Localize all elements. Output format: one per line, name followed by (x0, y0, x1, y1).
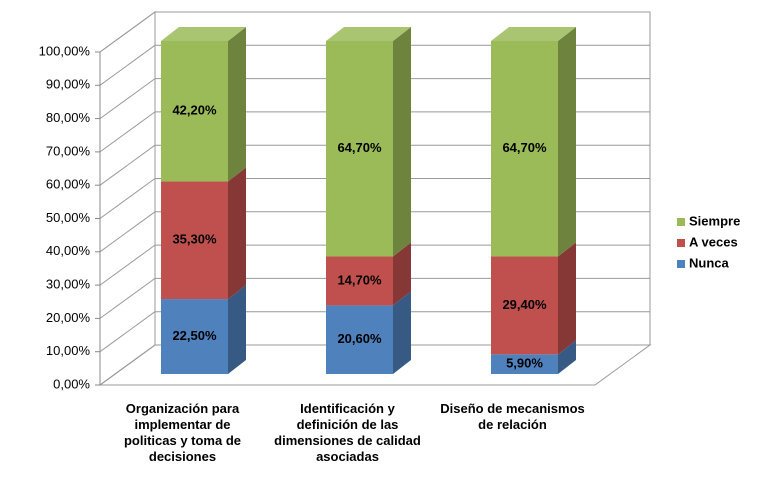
legend-label: A veces (689, 234, 738, 249)
bar-side (228, 27, 246, 182)
bar (326, 305, 393, 374)
data-label: 22,50% (172, 328, 217, 343)
grid-line (99, 344, 156, 386)
bar-side (393, 291, 411, 374)
grid-line (99, 111, 156, 153)
y-tick-label: 90,00% (46, 77, 91, 92)
data-label: 64,70% (502, 140, 547, 155)
bar (161, 181, 228, 300)
bar-side (393, 27, 411, 257)
y-tick-label: 50,00% (46, 210, 91, 225)
bar-side (393, 242, 411, 306)
data-label: 20,60% (337, 331, 382, 346)
y-tick-label: 30,00% (46, 277, 91, 292)
legend-swatch (677, 218, 685, 226)
bar-top (326, 27, 411, 41)
legend-label: Nunca (689, 255, 730, 270)
bar-top (491, 27, 576, 41)
y-tick-label: 80,00% (46, 110, 91, 125)
grid-line (99, 144, 156, 186)
x-tick-label: Organización para implementar de politic… (123, 401, 242, 464)
bar (491, 41, 558, 257)
legend-swatch (677, 239, 685, 247)
bar (161, 41, 228, 182)
y-tick-label: 60,00% (46, 177, 91, 192)
data-label: 35,30% (172, 232, 217, 247)
y-tick-label: 40,00% (46, 243, 91, 258)
legend-swatch (677, 260, 685, 268)
bar (326, 41, 393, 257)
y-tick-label: 100,00% (39, 43, 91, 58)
data-label: 14,70% (337, 272, 382, 287)
y-tick-label: 20,00% (46, 310, 91, 325)
grid-line (99, 244, 156, 286)
data-label: 29,40% (502, 297, 547, 312)
y-tick-label: 10,00% (46, 343, 91, 358)
bar-side (228, 167, 246, 300)
grid-line (99, 44, 156, 86)
y-tick-label: 70,00% (46, 143, 91, 158)
data-label: 5,90% (506, 356, 543, 371)
grid-line (99, 277, 156, 319)
bar (326, 256, 393, 306)
bar (161, 299, 228, 374)
bar (491, 354, 558, 374)
grid-line (99, 311, 156, 353)
bar (491, 256, 558, 355)
y-tick-label: 0,00% (53, 376, 90, 391)
bar-side (558, 242, 576, 355)
x-tick-label: Identificación y definición de las dimen… (274, 401, 421, 464)
bar-side (558, 340, 576, 374)
bar-top (161, 27, 246, 41)
grid-line (99, 78, 156, 120)
grid-line (99, 11, 156, 53)
data-label: 42,20% (172, 103, 217, 118)
x-tick-label: Diseño de mecanismos de relación (440, 401, 585, 432)
legend-label: Siempre (689, 213, 740, 228)
bar-side (228, 285, 246, 374)
grid-line (99, 211, 156, 253)
bar-side (558, 27, 576, 257)
grid-line (99, 178, 156, 219)
data-label: 64,70% (337, 140, 382, 155)
